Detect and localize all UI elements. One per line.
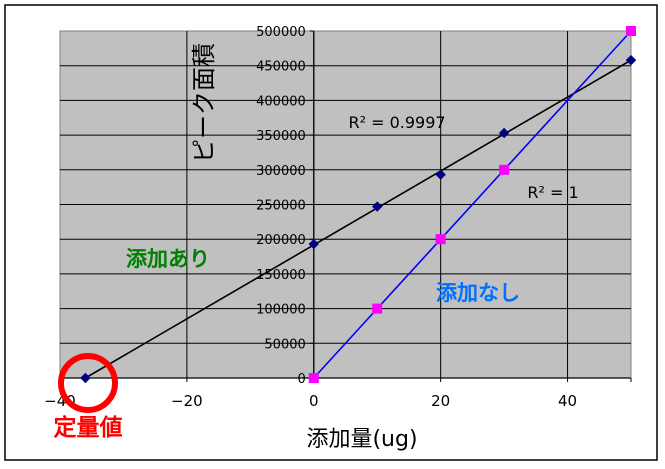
gridlines	[60, 31, 631, 378]
data-point-with-addition	[308, 238, 319, 250]
y-tick-label: 450000	[256, 60, 306, 75]
y-tick-label: 400000	[256, 94, 306, 109]
y-tick-label: 350000	[256, 129, 306, 144]
data-point-without-addition	[626, 26, 636, 36]
data-point-with-addition	[625, 54, 637, 66]
data-point-without-addition	[435, 234, 446, 245]
quantification-circle	[58, 353, 118, 413]
series-layer	[80, 26, 637, 384]
trendline-without-addition	[313, 30, 632, 379]
axes: 0 50000 100000 150000 200000 250000 300000 3500…	[44, 25, 632, 410]
y-tick-label: 100000	[256, 303, 306, 318]
data-point-with-addition	[80, 372, 91, 384]
y-tick-label: 150000	[256, 268, 306, 283]
data-point-without-addition	[372, 303, 383, 314]
y-tick-label: 500000	[256, 25, 306, 40]
r2-label-with-addition: R² = 0.9997	[348, 113, 445, 132]
x-tick-label: 0	[309, 392, 319, 410]
x-tick-label: −20	[171, 392, 203, 410]
y-tick-label: 0	[297, 372, 305, 387]
y-tick-label: 300000	[256, 164, 306, 179]
r2-label-without-addition: R² = 1	[527, 183, 578, 202]
data-point-with-addition	[435, 169, 446, 180]
quantification-label: 定量値	[54, 414, 123, 441]
y-tick-label: 50000	[264, 337, 305, 352]
x-axis-label: 添加量(ug)	[306, 427, 417, 452]
data-point-without-addition	[499, 164, 510, 175]
series-label-without-addition: 添加なし	[436, 281, 520, 305]
y-tick-label: 250000	[256, 199, 306, 214]
x-tick-label: 40	[558, 392, 577, 410]
x-tick-label: 20	[431, 392, 450, 410]
series-label-with-addition: 添加あり	[126, 247, 210, 271]
y-tick-label: 200000	[256, 233, 306, 248]
data-point-with-addition	[372, 201, 383, 212]
data-point-with-addition	[498, 127, 510, 139]
trendline-with-addition	[84, 59, 632, 379]
data-point-without-addition	[308, 373, 319, 383]
y-axis-label: ピーク面積	[190, 43, 218, 163]
